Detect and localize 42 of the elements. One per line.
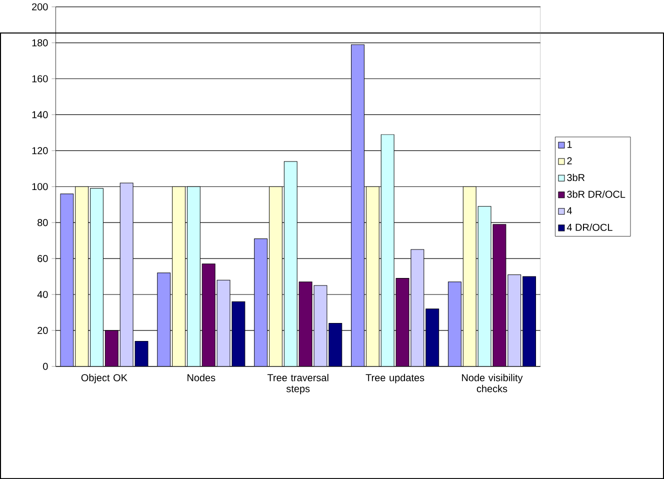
bar bbox=[186, 186, 200, 366]
y-tick-label: 0 bbox=[43, 362, 48, 370]
x-tick-label: Object OK bbox=[81, 374, 128, 384]
y-tick-label: 120 bbox=[32, 147, 48, 154]
legend-label: 4 bbox=[566, 207, 572, 214]
bar bbox=[396, 278, 410, 366]
y-tick-label: 60 bbox=[38, 254, 48, 262]
bar bbox=[478, 206, 492, 366]
bar bbox=[172, 186, 186, 366]
legend-label: 3bR bbox=[567, 174, 585, 182]
y-tick-label: 200 bbox=[32, 3, 48, 10]
bar bbox=[380, 134, 394, 366]
x-tick-label: Nodes bbox=[188, 374, 216, 382]
bar bbox=[269, 186, 282, 366]
legend-label: 3bR DR/OCL bbox=[567, 190, 626, 198]
legend-label: 1 bbox=[567, 140, 572, 148]
bar bbox=[134, 340, 148, 366]
bar bbox=[328, 322, 342, 366]
bar bbox=[426, 308, 440, 366]
bar bbox=[104, 330, 118, 366]
legend-label: 2 bbox=[567, 157, 572, 164]
bar bbox=[284, 161, 298, 366]
y-tick-label: 140 bbox=[32, 111, 48, 118]
bar bbox=[492, 224, 506, 366]
y-tick-label: 40 bbox=[37, 290, 48, 298]
bar bbox=[298, 282, 312, 366]
bar bbox=[75, 186, 89, 366]
bar bbox=[232, 301, 246, 366]
bar bbox=[522, 276, 536, 366]
bar bbox=[90, 188, 104, 366]
bar bbox=[366, 186, 380, 366]
y-tick-label: 160 bbox=[32, 75, 48, 82]
x-tick-label: Tree updates bbox=[366, 374, 424, 384]
y-tick-label: 100 bbox=[32, 183, 48, 190]
x-tick-label: Tree traversal steps bbox=[267, 374, 328, 394]
bar bbox=[462, 186, 476, 366]
bar bbox=[202, 264, 216, 366]
y-tick-label: 20 bbox=[38, 326, 48, 334]
legend-label: 4 DR/OCL bbox=[566, 223, 612, 231]
y-tick-label: 180 bbox=[32, 39, 48, 46]
x-tick-label: Node visibility checks bbox=[462, 374, 523, 392]
y-tick-label: 80 bbox=[38, 218, 48, 226]
